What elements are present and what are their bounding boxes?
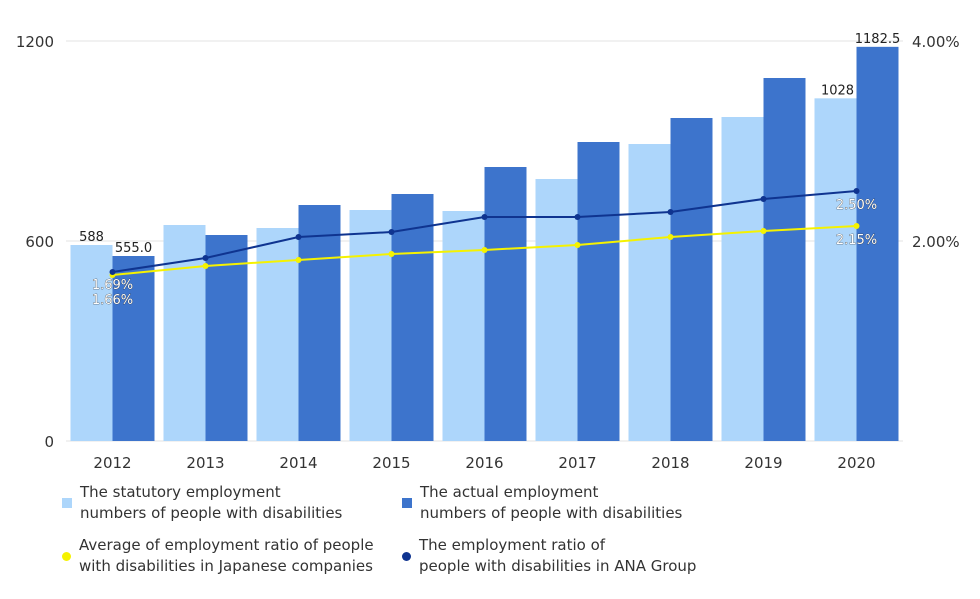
data-label: 588 <box>79 230 104 245</box>
x-tick-label: 2015 <box>372 454 410 472</box>
bar-statutory <box>163 225 206 441</box>
bar-statutory <box>814 98 857 441</box>
left-axis-tick-label: 0 <box>44 433 54 451</box>
line-point <box>853 188 860 194</box>
bar-actual <box>205 235 248 441</box>
line-point <box>388 251 395 257</box>
line-point <box>202 255 209 261</box>
x-tick-label: 2018 <box>651 454 689 472</box>
line-point <box>574 242 581 248</box>
line-point <box>109 269 116 275</box>
bar-statutory <box>70 245 113 441</box>
bar-actual <box>856 46 899 441</box>
legend-item-statutory: The statutory employment numbers of peop… <box>62 482 342 524</box>
x-tick-label: 2019 <box>744 454 782 472</box>
legend-label: The employment ratio of people with disa… <box>419 536 697 575</box>
bar-statutory <box>721 117 764 441</box>
line-point <box>853 223 860 229</box>
bar-statutory <box>349 210 392 441</box>
legend: The statutory employment numbers of peop… <box>0 480 980 590</box>
legend-item-japan-average: Average of employment ratio of people wi… <box>62 535 374 577</box>
bar-statutory <box>535 179 578 441</box>
line-point <box>388 229 395 235</box>
bar-statutory <box>628 144 671 441</box>
legend-item-ana-ratio: The employment ratio of people with disa… <box>402 535 696 577</box>
data-label: 1182.5 <box>855 32 901 47</box>
x-tick-label: 2013 <box>186 454 224 472</box>
data-label: 2.50% <box>836 198 877 213</box>
line-point <box>481 247 488 253</box>
line-point <box>667 209 674 215</box>
line-point <box>667 234 674 240</box>
legend-swatch-actual <box>402 498 412 508</box>
legend-item-actual: The actual employment numbers of people … <box>402 482 682 524</box>
x-tick-label: 2016 <box>465 454 503 472</box>
legend-label: The statutory employment numbers of peop… <box>80 483 343 522</box>
bar-actual <box>577 142 620 441</box>
data-label: 1.66% <box>92 293 133 308</box>
chart: 0 600 1200 2.00% 4.00% 2012 2013 2014 2015 2016 20… <box>16 32 960 472</box>
x-tick-label: 2020 <box>837 454 875 472</box>
x-tick-label: 2014 <box>279 454 317 472</box>
line-point <box>202 263 209 269</box>
right-axis-tick-label: 2.00% <box>912 233 960 251</box>
data-label: 1028 <box>821 83 854 98</box>
right-axis-tick-label: 4.00% <box>912 33 960 51</box>
line-point <box>760 196 767 202</box>
left-axis-tick-label: 600 <box>25 233 54 251</box>
data-label: 2.15% <box>836 233 877 248</box>
bar-actual <box>112 256 155 441</box>
legend-label: The actual employment numbers of people … <box>420 483 683 522</box>
legend-label: Average of employment ratio of people wi… <box>79 536 374 575</box>
data-label: 555.0 <box>115 241 152 256</box>
legend-swatch-statutory <box>62 498 72 508</box>
line-point <box>295 234 302 240</box>
bar-actual <box>670 118 713 441</box>
line-point <box>481 214 488 220</box>
bar-actual <box>484 167 527 441</box>
legend-dot-japan-average <box>62 551 71 561</box>
line-point <box>574 214 581 220</box>
bar-actual <box>391 194 434 441</box>
left-axis-tick-label: 1200 <box>16 33 54 51</box>
bar-statutory <box>442 211 485 441</box>
x-tick-label: 2012 <box>93 454 131 472</box>
line-point <box>760 228 767 234</box>
legend-dot-ana-ratio <box>402 551 411 561</box>
bar-statutory <box>256 228 299 441</box>
line-point <box>295 257 302 263</box>
bar-actual <box>763 78 806 441</box>
bar-actual <box>298 205 341 441</box>
data-label: 1.69% <box>92 278 133 293</box>
x-tick-label: 2017 <box>558 454 596 472</box>
